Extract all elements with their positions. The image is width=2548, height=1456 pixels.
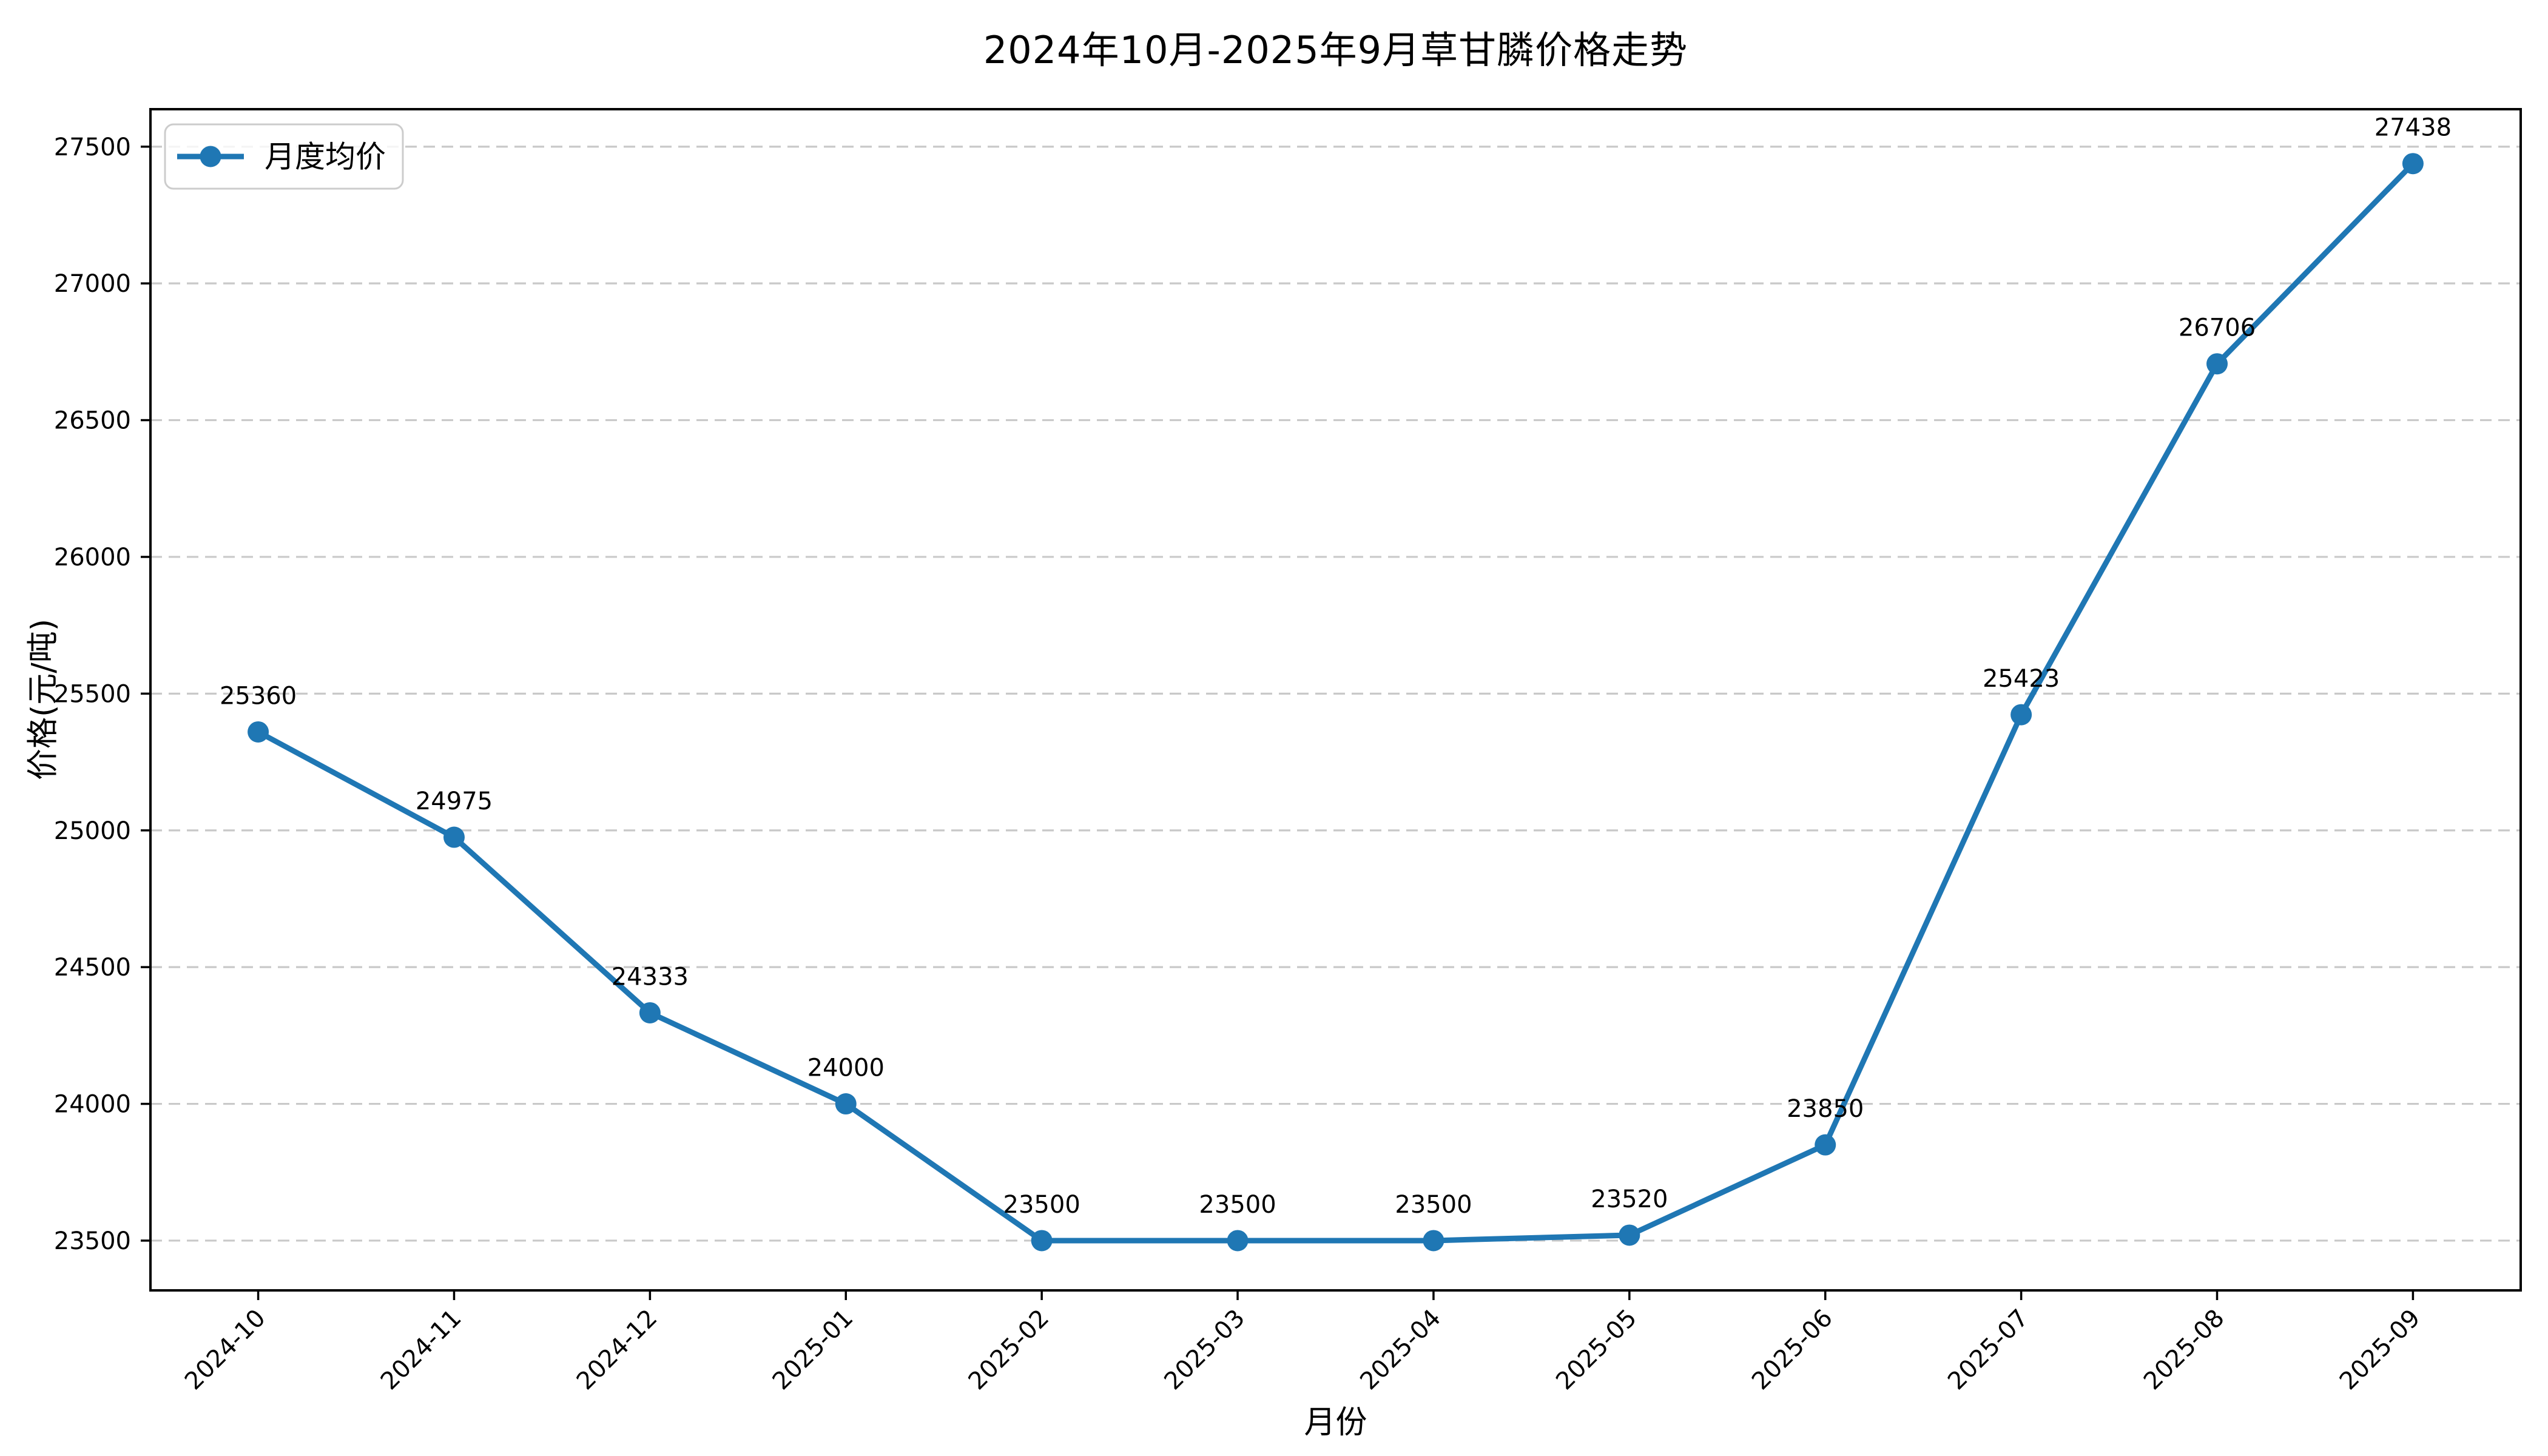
data-point-marker [1227, 1230, 1249, 1252]
data-point-marker [2206, 353, 2228, 375]
data-point-marker [1031, 1230, 1053, 1252]
data-point-label: 24975 [416, 787, 493, 815]
y-tick-label: 24500 [54, 954, 131, 982]
data-point-label: 26706 [2179, 314, 2256, 342]
data-point-marker [248, 721, 269, 743]
data-point-marker [2402, 153, 2424, 175]
x-tick-label: 2025-02 [963, 1304, 1055, 1396]
plot-border [149, 108, 2522, 1292]
legend-box [164, 123, 404, 190]
legend: 月度均价 [164, 123, 404, 190]
series-line [255, 161, 2416, 1244]
y-axis-label: 价格(元/吨) [25, 618, 62, 781]
y-tick-label: 26000 [54, 544, 131, 571]
y-tick-label: 27500 [54, 133, 131, 161]
legend-marker-sample [200, 146, 221, 167]
x-tick-label: 2024-12 [571, 1304, 663, 1396]
data-point-marker [1423, 1230, 1444, 1252]
x-tick-label: 2025-07 [1943, 1304, 2034, 1396]
data-point-label: 23500 [1199, 1191, 1276, 1219]
data-point-label: 23520 [1591, 1185, 1668, 1213]
x-tick-label: 2025-05 [1551, 1304, 1642, 1396]
data-point-marker [1815, 1134, 1836, 1156]
data-point-marker [835, 1093, 857, 1115]
y-tick-label: 24000 [54, 1091, 131, 1119]
data-point-label: 25360 [220, 682, 297, 710]
y-tick-label: 26500 [54, 407, 131, 435]
data-point-label: 23500 [1395, 1191, 1472, 1219]
y-tick-label: 25000 [54, 817, 131, 845]
x-tick-label: 2025-09 [2334, 1304, 2426, 1396]
y-tick-label: 23500 [54, 1227, 131, 1255]
data-point-label: 23500 [1003, 1191, 1080, 1219]
x-tick-label: 2024-11 [376, 1304, 467, 1396]
data-point-marker [443, 826, 465, 848]
data-point-label: 27438 [2374, 114, 2452, 142]
x-tick-label: 2025-06 [1747, 1304, 1838, 1396]
y-tick-label: 27000 [54, 270, 131, 298]
x-tick-label: 2025-08 [2138, 1304, 2230, 1396]
y-tick-label: 25500 [54, 680, 131, 708]
data-point-marker [1619, 1224, 1640, 1246]
data-point-label: 23850 [1787, 1095, 1864, 1123]
x-tick-label: 2024-10 [180, 1304, 271, 1396]
chart-title: 2024年10月-2025年9月草甘膦价格走势 [983, 28, 1688, 72]
legend-label: 月度均价 [265, 140, 386, 175]
data-point-label: 24333 [612, 963, 689, 991]
x-tick-label: 2025-01 [767, 1304, 859, 1396]
data-point-label: 25423 [1983, 665, 2060, 693]
data-point-marker [639, 1002, 661, 1023]
x-tick-label: 2025-03 [1159, 1304, 1250, 1396]
data-point-label: 24000 [807, 1054, 885, 1082]
data-point-marker [2010, 704, 2032, 726]
x-tick-label: 2025-04 [1355, 1304, 1446, 1396]
x-axis-label: 月份 [1304, 1404, 1367, 1441]
